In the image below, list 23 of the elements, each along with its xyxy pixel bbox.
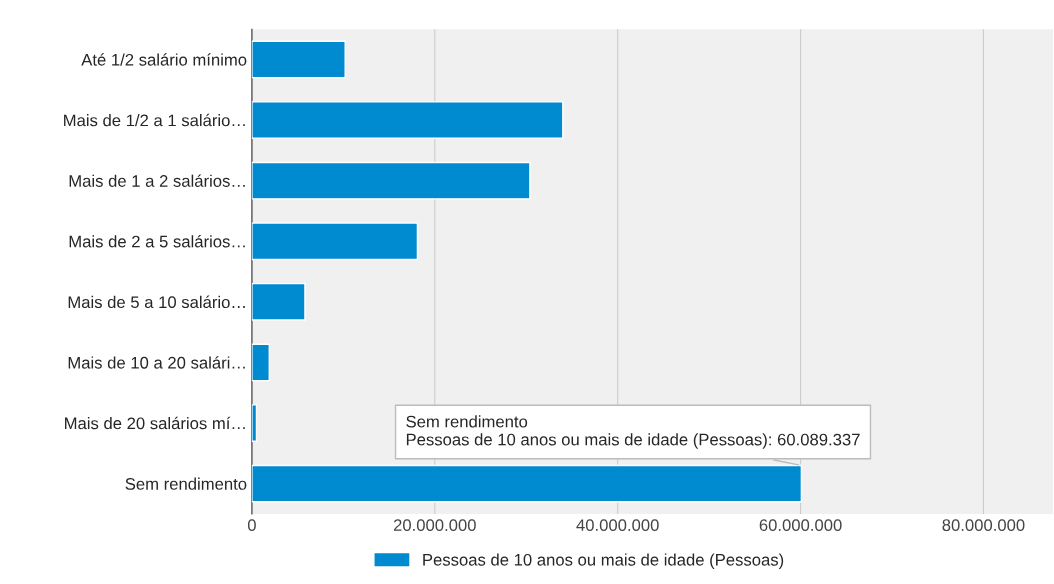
y-tick-label: Mais de 10 a 20 salári…: [68, 356, 245, 369]
bar: [251, 161, 531, 200]
y-tick-label: Mais de 1/2 a 1 salário…: [64, 113, 245, 127]
y-tick-label: Mais de 5 a 10 salário…: [68, 295, 245, 309]
bar: [251, 343, 270, 382]
x-tick-label: 60.000.000: [759, 519, 842, 532]
y-tick-label: Até 1/2 salário mínimo: [81, 53, 247, 66]
bar: [251, 464, 803, 503]
x-tick-label: 0: [247, 519, 256, 532]
y-tick-label: Mais de 2 a 5 salários…: [69, 235, 245, 248]
y-tick-label: Mais de 1 a 2 salários…: [69, 174, 245, 187]
x-tick-label: 80.000.000: [942, 519, 1025, 532]
x-tick-label: 20.000.000: [393, 519, 476, 532]
bar: [251, 404, 258, 442]
legend-label: Pessoas de 10 anos ou mais de idade (Pessoas): [423, 553, 784, 569]
bar: [251, 101, 564, 139]
x-tick-label: 40.000.000: [576, 519, 659, 532]
annotation: Sem rendimento Pessoas de 10 anos ou mais de idade (Pessoas): 60.089.337: [406, 415, 860, 449]
bar: [251, 40, 346, 79]
y-tick-label: Mais de 20 salários mí…: [65, 416, 245, 430]
bar: [251, 282, 306, 321]
y-tick-label: Sem rendimento: [125, 477, 247, 490]
bar: [251, 222, 419, 261]
